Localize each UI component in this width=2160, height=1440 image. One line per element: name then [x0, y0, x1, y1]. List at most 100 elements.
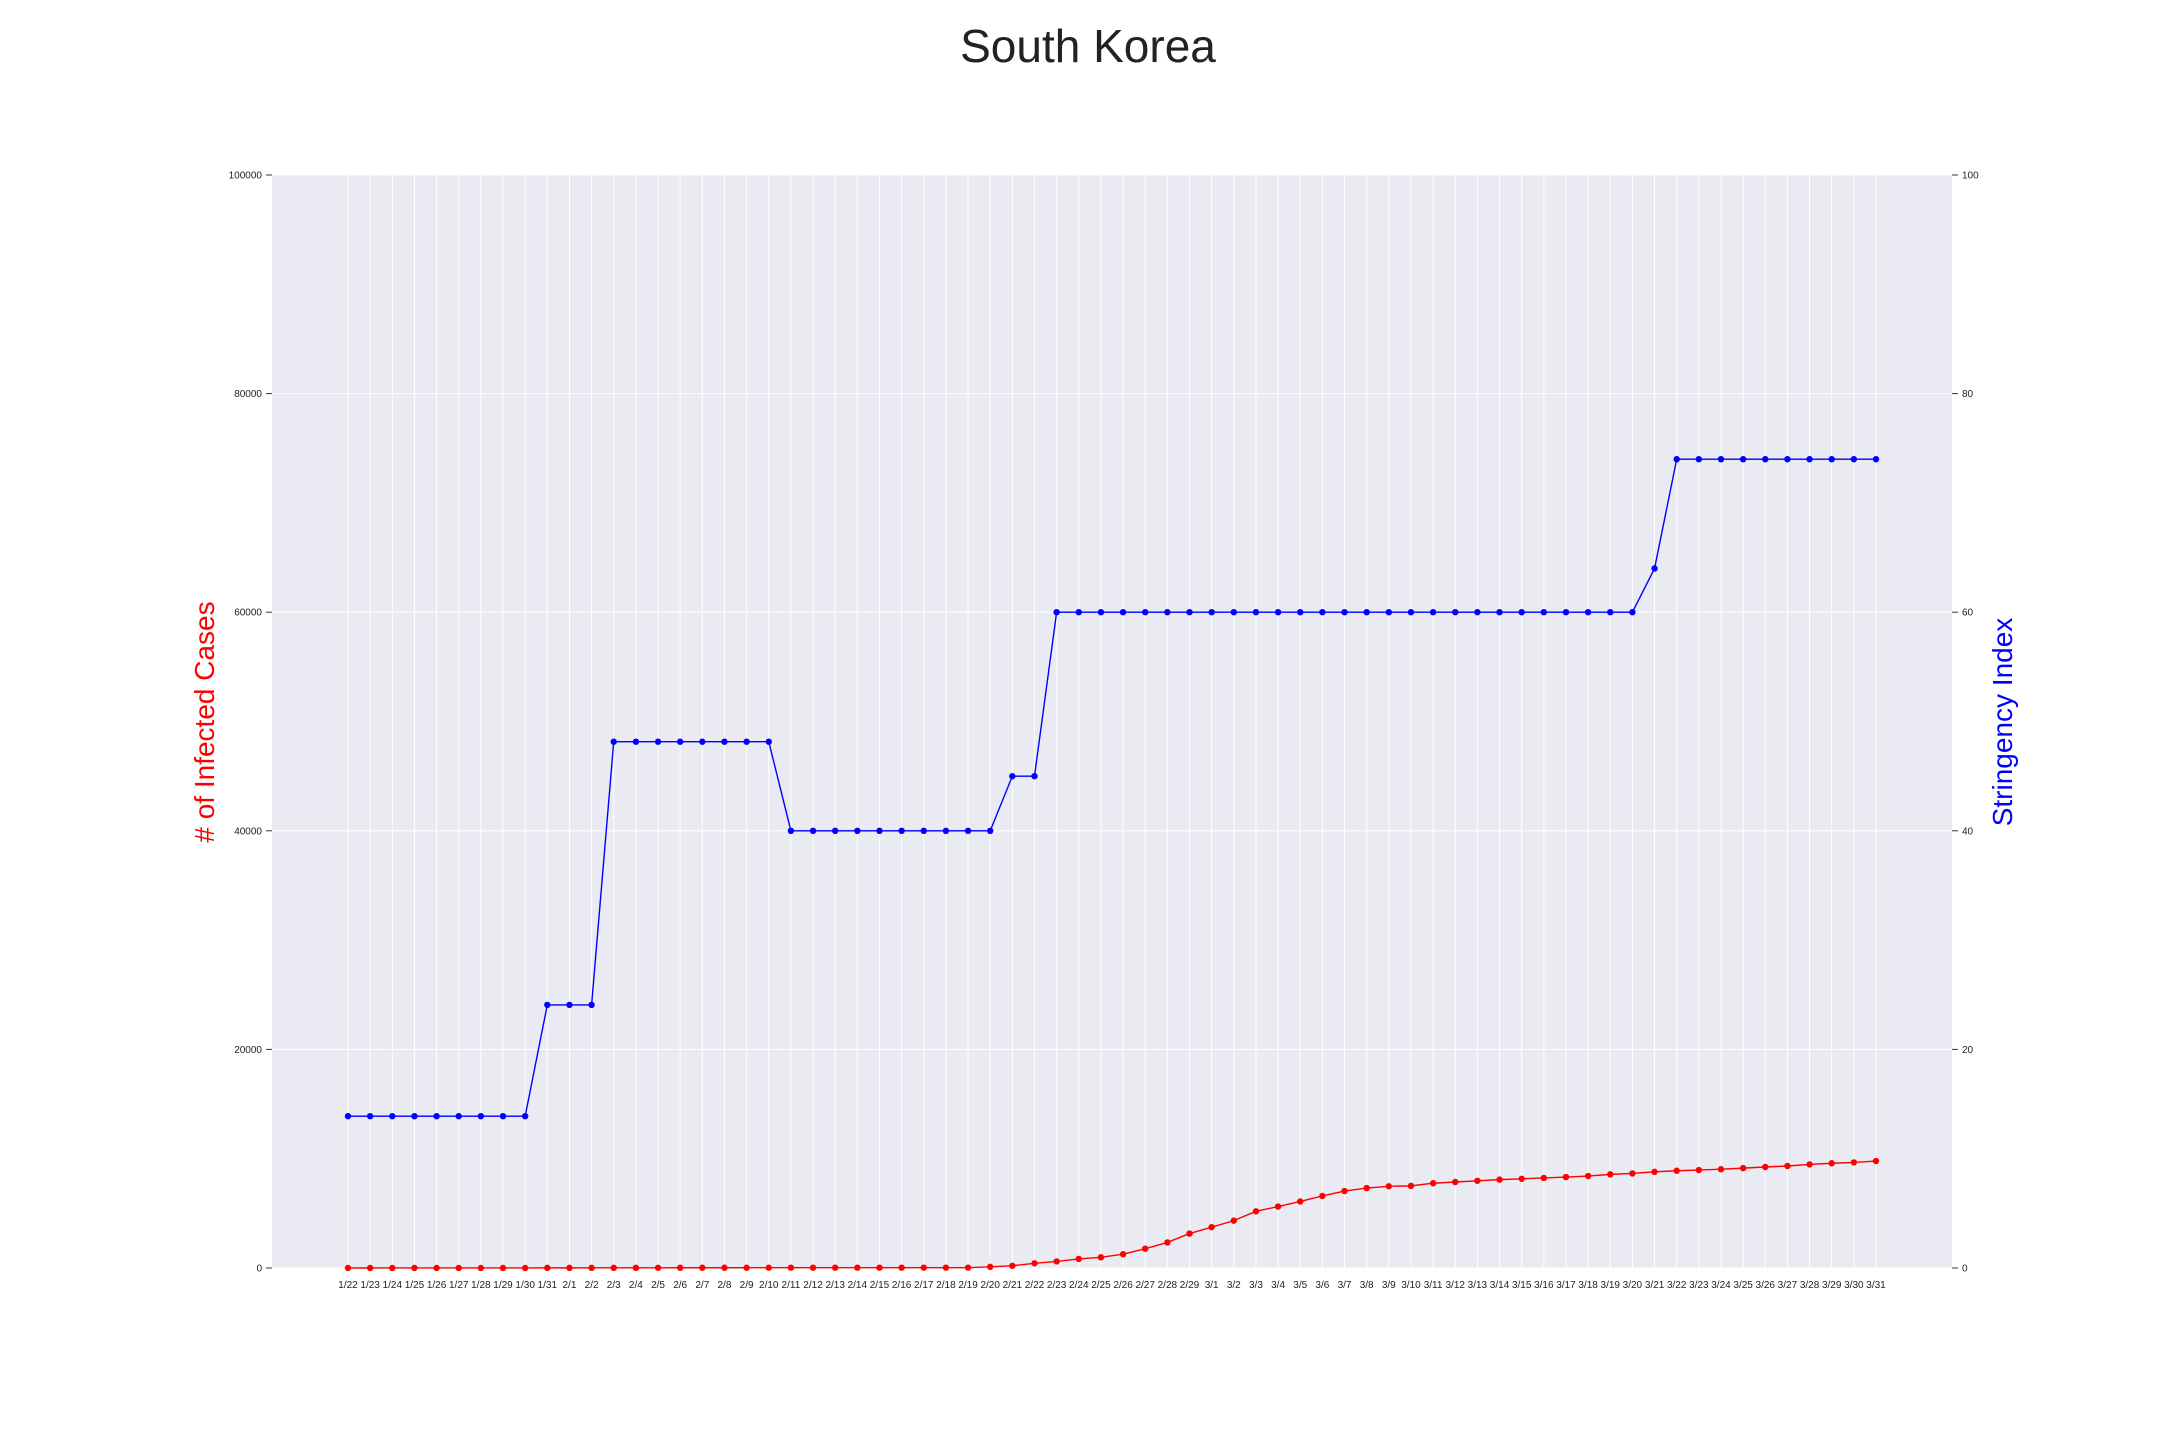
data-point-cases	[1297, 1198, 1304, 1205]
data-point-cases	[1474, 1177, 1481, 1184]
data-point-cases	[366, 1264, 374, 1272]
data-point-cases	[1208, 1223, 1215, 1231]
data-point-stringency	[1341, 609, 1348, 616]
x-tick-label: 3/21	[1645, 1280, 1665, 1291]
data-point-stringency	[1252, 609, 1260, 616]
x-tick-label: 2/8	[718, 1280, 732, 1291]
series-layer	[344, 455, 1880, 1272]
data-point-stringency	[854, 827, 861, 834]
data-point-cases	[1673, 1167, 1680, 1174]
x-tick-label: 2/10	[759, 1280, 779, 1291]
y-tick-label-right: 40	[1962, 826, 1974, 837]
data-point-stringency	[344, 1112, 352, 1120]
data-point-stringency	[1319, 609, 1326, 616]
x-tick-label: 3/12	[1446, 1280, 1466, 1291]
data-point-stringency	[389, 1112, 396, 1120]
data-point-cases	[1031, 1260, 1038, 1267]
data-point-cases	[389, 1264, 396, 1272]
x-tick-label: 1/27	[449, 1280, 469, 1291]
data-point-stringency	[1385, 609, 1393, 616]
data-point-cases	[1717, 1166, 1725, 1173]
x-tick-label: 2/28	[1158, 1280, 1178, 1291]
x-tick-label: 3/19	[1601, 1280, 1621, 1291]
data-point-cases	[632, 1264, 640, 1272]
data-point-cases	[942, 1264, 950, 1271]
x-tick-label: 3/29	[1822, 1280, 1842, 1291]
data-point-cases	[411, 1264, 418, 1272]
data-point-cases	[1142, 1245, 1149, 1252]
x-tick-label: 2/22	[1025, 1280, 1045, 1291]
data-point-stringency	[1607, 609, 1614, 616]
data-point-stringency	[1850, 455, 1858, 463]
grid-layer	[272, 174, 1952, 1269]
data-point-stringency	[1363, 609, 1370, 616]
data-point-stringency	[1762, 455, 1769, 463]
x-tick-label: 3/13	[1468, 1280, 1488, 1291]
x-tick-label: 2/27	[1135, 1280, 1155, 1291]
x-tick-label: 2/1	[562, 1280, 576, 1291]
axes-layer: 1/22 1/23 1/24 1/25 1/26 1/27 1/28 1/29 1/30 1/31…	[229, 171, 1979, 1292]
x-tick-label: 2/12	[803, 1280, 823, 1291]
x-tick-label: 3/25	[1733, 1280, 1753, 1291]
data-point-cases	[1872, 1157, 1880, 1165]
data-point-cases	[1518, 1175, 1525, 1182]
x-tick-label: 2/18	[936, 1280, 956, 1291]
x-tick-label: 1/31	[538, 1280, 558, 1291]
data-point-stringency	[676, 738, 684, 745]
x-tick-label: 3/3	[1249, 1280, 1263, 1291]
data-point-cases	[1496, 1176, 1503, 1183]
x-tick-label: 3/18	[1578, 1280, 1598, 1291]
data-point-cases	[1274, 1203, 1282, 1210]
data-point-cases	[1739, 1164, 1747, 1172]
data-point-stringency	[721, 738, 728, 745]
data-point-stringency	[477, 1112, 485, 1120]
data-point-cases	[1784, 1162, 1791, 1170]
x-tick-label: 2/2	[585, 1280, 599, 1291]
x-tick-label: 3/7	[1338, 1280, 1352, 1291]
data-point-stringency	[1119, 609, 1127, 616]
x-tick-label: 3/9	[1382, 1280, 1396, 1291]
data-point-cases	[699, 1264, 706, 1271]
data-point-stringency	[699, 738, 706, 745]
data-point-stringency	[1584, 609, 1592, 616]
data-point-cases	[1806, 1161, 1813, 1168]
data-point-cases	[809, 1264, 817, 1271]
x-tick-label: 2/5	[651, 1280, 665, 1291]
x-tick-label: 2/4	[629, 1280, 643, 1291]
x-tick-label: 2/15	[870, 1280, 890, 1291]
x-tick-label: 2/29	[1180, 1280, 1200, 1291]
data-point-stringency	[1297, 609, 1304, 616]
chart-title: South Korea	[960, 20, 1216, 72]
data-point-cases	[1562, 1173, 1570, 1181]
data-point-stringency	[1186, 609, 1193, 616]
data-point-cases	[1429, 1180, 1437, 1187]
data-point-cases	[521, 1264, 529, 1272]
x-tick-label: 1/24	[383, 1280, 403, 1291]
data-point-cases	[477, 1264, 485, 1272]
data-point-stringency	[1496, 609, 1503, 616]
data-point-cases	[588, 1264, 595, 1272]
data-point-cases	[831, 1264, 839, 1271]
data-point-cases	[1186, 1230, 1193, 1237]
x-tick-label: 2/19	[958, 1280, 978, 1291]
x-tick-label: 2/16	[892, 1280, 912, 1291]
y-tick-label-right: 100	[1962, 171, 1979, 182]
data-point-cases	[344, 1264, 352, 1272]
y-tick-label-left: 100000	[229, 171, 263, 182]
data-point-cases	[1363, 1184, 1370, 1192]
data-point-stringency	[499, 1112, 507, 1120]
data-point-cases	[964, 1264, 972, 1271]
x-tick-label: 3/23	[1689, 1280, 1709, 1291]
data-point-cases	[1230, 1217, 1237, 1224]
x-tick-label: 3/4	[1271, 1280, 1285, 1291]
x-tick-label: 3/26	[1756, 1280, 1776, 1291]
x-tick-label: 2/24	[1069, 1280, 1089, 1291]
x-tick-label: 2/25	[1091, 1280, 1111, 1291]
x-tick-label: 1/23	[360, 1280, 380, 1291]
x-tick-label: 3/14	[1490, 1280, 1510, 1291]
series-line-stringency	[348, 458, 1876, 1117]
x-tick-label: 3/8	[1360, 1280, 1374, 1291]
data-point-stringency	[1828, 455, 1835, 463]
